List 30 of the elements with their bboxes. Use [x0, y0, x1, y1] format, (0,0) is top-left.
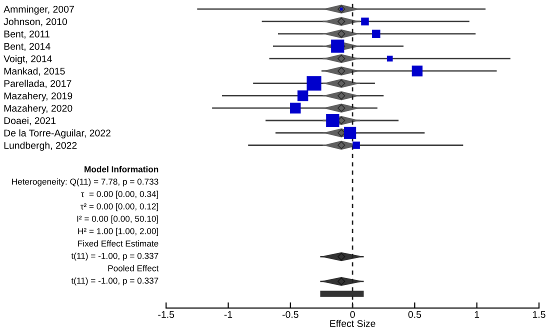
text: I² = 0.00 [0.00, 50.10] [77, 216, 158, 224]
text: Fixed Effect Estimate [78, 240, 158, 247]
text: τ² = 0.00 [0.00, 0.12] [80, 203, 158, 212]
x-tick-label: 0.5 [408, 311, 422, 318]
y-tick-label: Voigt, 2014 [4, 55, 52, 64]
y-tick-label: De la Torre-Aguilar, 2022 [4, 129, 110, 138]
x-axis-title: Effect Size [330, 320, 376, 328]
x-tick-label: -0.5 [282, 311, 298, 318]
x-tick-label: -1.5 [158, 311, 174, 318]
text: Pooled Effect [108, 265, 159, 272]
y-tick-label: Parellada, 2017 [4, 80, 72, 88]
x-tick-label: 0 [350, 311, 355, 318]
text: τ = 0.00 [0.00, 0.34] [80, 190, 158, 199]
y-tick-label: Doaei, 2021 [4, 116, 56, 126]
y-tick-label: Mankad, 2015 [4, 67, 65, 76]
text: t(11) = -1.00, p = 0.337 [71, 252, 158, 261]
y-tick-label: Johnson, 2010 [4, 18, 68, 26]
text: Model Information [84, 166, 158, 172]
text: H² = 1.00 [1.00, 2.00] [78, 228, 158, 236]
x-tick-label: -1 [224, 311, 232, 318]
text: t(11) = -1.00, p = 0.337 [71, 277, 158, 286]
y-tick-label: Amminger, 2007 [4, 6, 74, 15]
y-tick-label: Bent, 2014 [4, 42, 50, 51]
x-tick-label: 1 [474, 311, 480, 318]
y-tick-label: Lundbergh, 2022 [4, 142, 77, 151]
y-tick-label: Bent, 2011 [4, 30, 50, 39]
y-tick-label: Mazahery, 2019 [4, 92, 72, 102]
x-tick-label: 1.5 [532, 311, 546, 318]
y-tick-label: Mazahery, 2020 [4, 104, 72, 114]
text: Heterogeneity: Q(11) = 7.78, p = 0.733 [12, 178, 158, 186]
